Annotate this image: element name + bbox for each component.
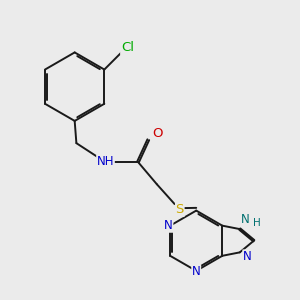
Text: N: N — [243, 250, 252, 263]
Text: O: O — [153, 127, 163, 140]
Text: Cl: Cl — [121, 41, 134, 55]
Text: N: N — [241, 213, 249, 226]
Text: H: H — [253, 218, 260, 228]
Text: N: N — [164, 219, 173, 232]
Text: N: N — [192, 265, 201, 278]
Text: S: S — [176, 203, 184, 216]
Text: NH: NH — [97, 155, 114, 169]
